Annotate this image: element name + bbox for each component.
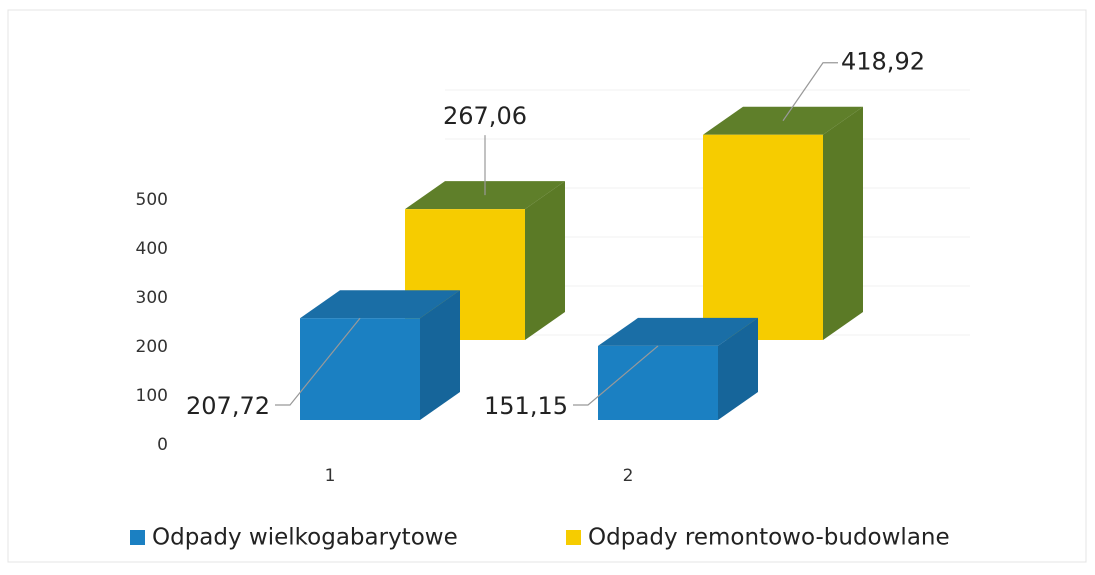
value-label: 267,06 xyxy=(443,102,527,130)
legend-swatch xyxy=(566,530,581,545)
value-label: 151,15 xyxy=(484,392,568,420)
y-tick-label: 300 xyxy=(136,288,168,308)
y-tick-label: 400 xyxy=(136,239,168,259)
x-tick-label: 2 xyxy=(623,466,634,486)
leader-line xyxy=(573,345,659,406)
leader-line xyxy=(275,317,361,406)
y-tick-label: 0 xyxy=(157,435,168,455)
legend-label: Odpady remontowo-budowlane xyxy=(588,525,950,551)
bar-front xyxy=(300,318,420,420)
bar-side xyxy=(420,290,460,420)
bar-top xyxy=(300,290,460,319)
bar-top xyxy=(598,317,758,346)
bar-front xyxy=(598,345,718,420)
y-tick-label: 100 xyxy=(136,386,168,406)
value-label: 207,72 xyxy=(186,392,270,420)
bar-side xyxy=(718,317,758,420)
legend-swatch xyxy=(130,530,145,545)
value-label: 418,92 xyxy=(841,48,925,76)
bar-side xyxy=(525,181,565,340)
leader-line xyxy=(782,62,838,122)
x-tick-label: 1 xyxy=(325,466,336,486)
bar-side xyxy=(823,106,863,340)
legend-label: Odpady wielkogabarytowe xyxy=(152,525,458,551)
y-tick-label: 500 xyxy=(136,190,168,210)
bar-front xyxy=(703,134,823,340)
y-tick-label: 200 xyxy=(136,337,168,357)
